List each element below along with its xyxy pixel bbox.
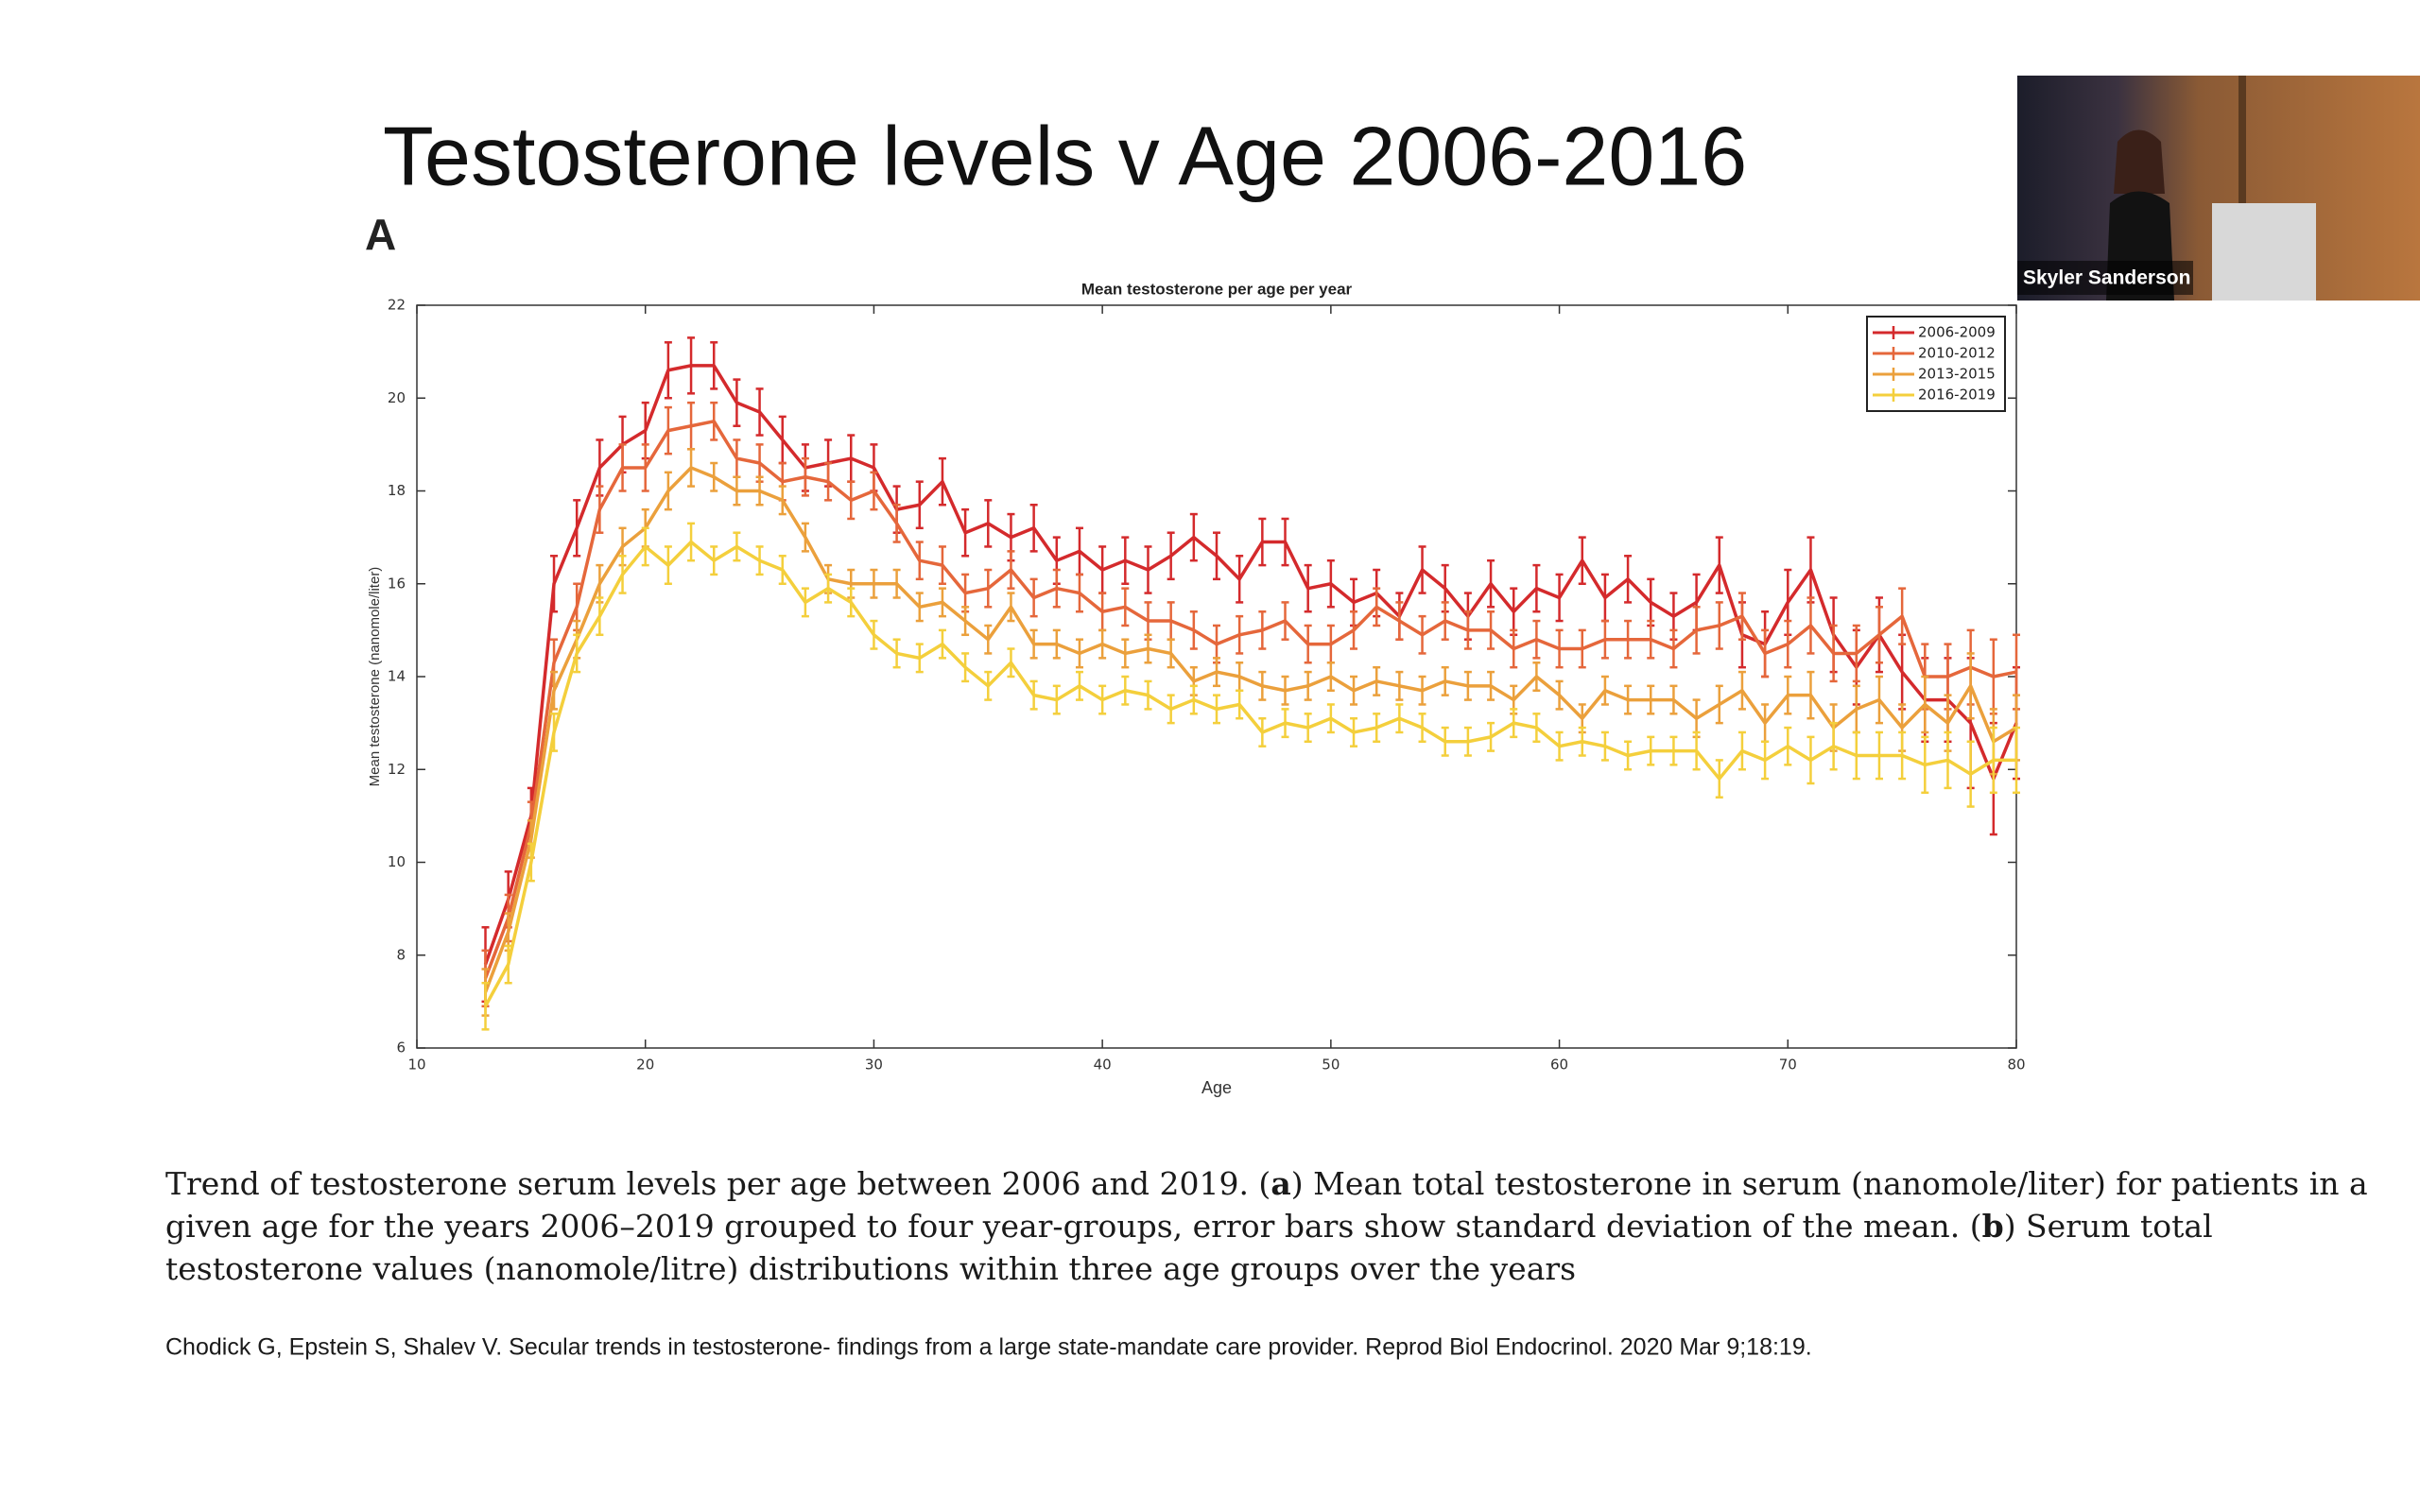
caption-text: ) Mean total testosterone in serum (nano… [1291,1165,2368,1202]
participant-name: Skyler Sanderson [2023,267,2190,289]
x-tick-label: 20 [636,1057,654,1074]
x-tick-label: 40 [1094,1057,1112,1074]
y-axis-label: Mean testosterone (nanomole/liter) [367,567,383,787]
caption-text: ) Serum total [2004,1208,2213,1245]
y-tick-label: 6 [396,1040,406,1057]
caption-line: Trend of testosterone serum levels per a… [165,1165,2368,1202]
x-tick-label: 80 [2007,1057,2025,1074]
caption-line: given age for the years 2006–2019 groupe… [165,1208,2213,1245]
legend-label: 2010-2012 [1918,345,1996,362]
name-plate [2017,261,2193,295]
error-bar [481,981,490,1031]
caption-bold: b [1982,1208,2004,1245]
series-line [483,466,2017,993]
y-tick-label: 16 [388,575,406,592]
caption-bold: a [1270,1165,1290,1202]
series-line [483,540,2016,1007]
y-tick-label: 22 [388,297,406,314]
caption-text: given age for the years 2006–2019 groupe… [165,1208,1982,1245]
y-tick-label: 20 [388,389,406,406]
chart-title: Mean testosterone per age per year [1081,280,1353,298]
chart: Mean testosterone per age per year Age Mea… [367,280,2026,1096]
x-tick-label: 70 [1779,1057,1797,1074]
wall-panel [2238,76,2246,301]
legend-label: 2016-2019 [1918,387,1996,404]
caption-line: testosterone values (nanomole/litre) dis… [165,1250,1576,1287]
caption-text: testosterone values (nanomole/litre) dis… [165,1250,1576,1287]
y-tick-label: 8 [396,946,406,963]
y-tick-label: 10 [388,853,406,870]
caption-text: Trend of testosterone serum levels per a… [165,1165,1270,1202]
y-tick-label: 14 [388,668,406,685]
x-tick-label: 50 [1322,1057,1340,1074]
y-tick-label: 12 [388,761,406,778]
legend-label: 2013-2015 [1918,366,1996,383]
x-tick-label: 10 [407,1057,425,1074]
y-tick-label: 18 [388,482,406,499]
legend-label: 2006-2009 [1918,324,1996,341]
series-line [483,420,2017,979]
x-axis-label: Age [1201,1078,1232,1097]
series-line [483,364,2018,966]
speaker-hair [2114,129,2165,194]
panel-label: A [365,210,396,259]
x-tick-label: 60 [1550,1057,1568,1074]
podium [2212,203,2316,301]
citation: Chodick G, Epstein S, Shalev V. Secular … [165,1334,1812,1361]
video-tile: Skyler Sanderson [2017,76,2420,301]
x-tick-label: 30 [865,1057,883,1074]
slide-title: Testosterone levels v Age 2006-2016 [383,109,1747,202]
